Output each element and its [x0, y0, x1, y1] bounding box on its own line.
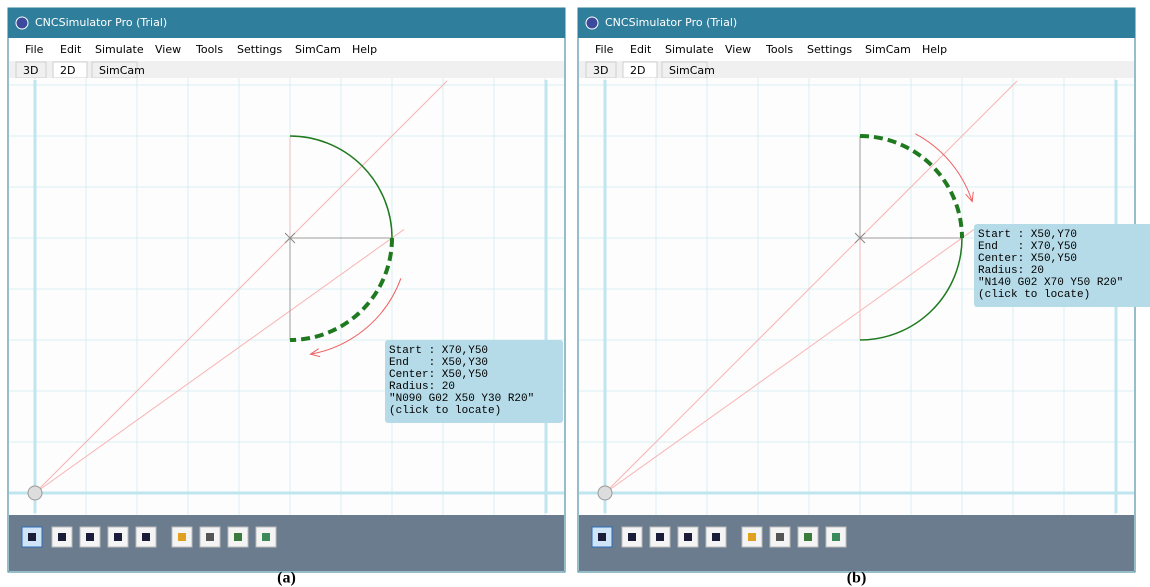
tab-label[interactable]: 2D	[60, 64, 75, 77]
origin-mark	[27, 485, 43, 501]
center-mark	[284, 232, 296, 244]
menu-item[interactable]: SimCam	[865, 43, 911, 56]
menu-item[interactable]: Edit	[60, 43, 82, 56]
direction-arrow	[310, 278, 402, 355]
button-icon	[832, 533, 840, 541]
button-icon	[178, 533, 186, 541]
button-icon	[598, 533, 606, 541]
info-box[interactable]	[974, 224, 1150, 307]
info-line[interactable]: (click to locate)	[978, 289, 1090, 301]
menu-item[interactable]: Settings	[807, 43, 852, 56]
info-line[interactable]: Center: X50,Y50	[978, 253, 1077, 265]
menu-item[interactable]: File	[595, 43, 614, 56]
guide-line	[604, 229, 975, 494]
button-icon	[58, 533, 66, 541]
arc	[289, 135, 393, 239]
button-icon	[206, 533, 214, 541]
active-arc	[859, 134, 964, 239]
menu-item[interactable]: File	[25, 43, 44, 56]
center-mark	[854, 232, 866, 244]
direction-arrow	[915, 133, 973, 202]
menu-item[interactable]: Simulate	[665, 43, 714, 56]
menu-item[interactable]: Edit	[630, 43, 652, 56]
arrow-head	[965, 191, 974, 203]
info-line[interactable]: Start : X50,Y70	[978, 229, 1077, 241]
toolbar	[9, 515, 564, 571]
menu-item[interactable]: Settings	[237, 43, 282, 56]
origin-mark	[597, 485, 613, 501]
menu-item[interactable]: View	[725, 43, 751, 56]
title-bar	[578, 8, 1135, 38]
arrow-head	[309, 348, 321, 358]
button-icon	[684, 533, 692, 541]
menu-item[interactable]: SimCam	[295, 43, 341, 56]
tab-label[interactable]: 3D	[23, 64, 38, 77]
button-icon	[712, 533, 720, 541]
app-icon	[585, 16, 599, 30]
window: CNCSimulator Pro (Trial) File Edit Simulate…	[577, 7, 1150, 573]
toolbar	[579, 515, 1134, 571]
button-icon	[628, 533, 636, 541]
button-icon	[234, 533, 242, 541]
window-title: CNCSimulator Pro (Trial)	[605, 16, 737, 29]
menu-bar	[579, 39, 1134, 61]
button-icon	[262, 533, 270, 541]
button-icon	[142, 533, 150, 541]
menu-item[interactable]: View	[155, 43, 181, 56]
info-line[interactable]: Radius: 20	[978, 265, 1044, 277]
info-line[interactable]: Center: X50,Y50	[389, 369, 488, 381]
window-title: CNCSimulator Pro (Trial)	[35, 16, 167, 29]
info-line[interactable]: End : X50,Y30	[389, 357, 488, 369]
menu-bar	[9, 39, 564, 61]
active-arc	[289, 237, 394, 342]
window: CNCSimulator Pro (Trial) File Edit Simulate…	[7, 7, 566, 573]
button-icon	[86, 533, 94, 541]
guide-line	[34, 80, 448, 494]
caption: (b)	[847, 570, 867, 587]
info-line[interactable]: Radius: 20	[389, 381, 455, 393]
menu-item[interactable]: Simulate	[95, 43, 144, 56]
menu-item[interactable]: Tools	[765, 43, 793, 56]
guide-line	[604, 80, 1018, 494]
info-box[interactable]	[385, 340, 563, 423]
info-line[interactable]: "N090 G02 X50 Y30 R20"	[389, 393, 534, 405]
menu-item[interactable]: Help	[352, 43, 377, 56]
button-icon	[114, 533, 122, 541]
tab-bar	[579, 61, 1134, 78]
tab-label[interactable]: 3D	[593, 64, 608, 77]
button-icon	[656, 533, 664, 541]
info-line[interactable]: Start : X70,Y50	[389, 345, 488, 357]
info-line[interactable]: (click to locate)	[389, 405, 501, 417]
button-icon	[28, 533, 36, 541]
tab-bar	[9, 61, 564, 78]
app-icon	[15, 16, 29, 30]
canvas	[9, 78, 564, 515]
button-icon	[776, 533, 784, 541]
tab-label[interactable]: 2D	[630, 64, 645, 77]
tab-label[interactable]: SimCam	[99, 64, 145, 77]
guide-line	[34, 229, 405, 494]
menu-item[interactable]: Tools	[195, 43, 223, 56]
title-bar	[8, 8, 565, 38]
button-icon	[804, 533, 812, 541]
info-line[interactable]: End : X70,Y50	[978, 241, 1077, 253]
info-line[interactable]: "N140 G02 X70 Y50 R20"	[978, 277, 1123, 289]
menu-item[interactable]: Help	[922, 43, 947, 56]
button-icon	[748, 533, 756, 541]
arc	[859, 237, 963, 341]
caption: (a)	[277, 570, 296, 587]
tab-label[interactable]: SimCam	[669, 64, 715, 77]
